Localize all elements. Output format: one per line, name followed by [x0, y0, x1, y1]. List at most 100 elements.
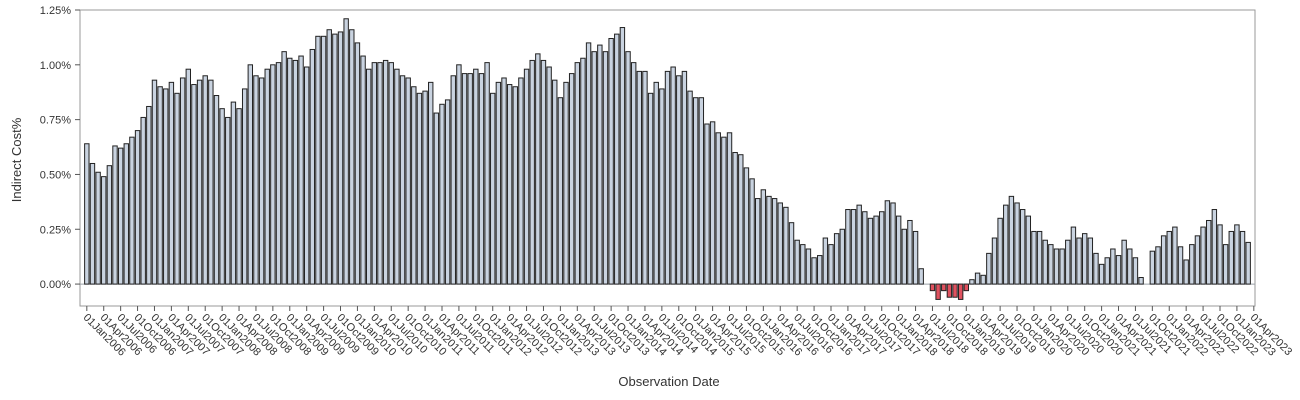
bar: [1087, 237, 1094, 285]
bar: [670, 66, 676, 285]
y-tick-label: 0.50%: [40, 169, 71, 181]
bar: [721, 136, 727, 285]
bar: [1132, 257, 1139, 285]
bar: [535, 53, 541, 285]
bar: [490, 92, 496, 285]
bar: [1008, 195, 1015, 285]
bar: [783, 206, 789, 285]
bar: [777, 202, 783, 285]
bar: [574, 62, 580, 285]
bar: [428, 81, 434, 285]
bar: [974, 272, 981, 285]
bar: [512, 86, 518, 285]
bar: [884, 200, 891, 285]
bar: [822, 237, 829, 285]
bar: [957, 283, 964, 300]
bar: [1206, 219, 1212, 285]
bar: [89, 162, 96, 285]
bar: [1081, 233, 1088, 285]
bar: [134, 130, 141, 285]
bar: [901, 228, 907, 285]
bar: [828, 244, 834, 285]
bar: [185, 68, 192, 285]
bar: [895, 215, 902, 285]
bar: [771, 198, 778, 285]
bar: [540, 59, 547, 285]
bar: [1115, 255, 1122, 285]
bar: [969, 279, 975, 285]
bar: [1200, 226, 1206, 285]
bar: [856, 204, 862, 285]
x-axis: 01Jan200601Apr200601Jul200601Oct200601Ja…: [81, 306, 1294, 359]
bar: [303, 66, 310, 285]
bar: [1042, 239, 1048, 285]
bar: [241, 88, 248, 285]
bar: [918, 268, 924, 285]
bar: [681, 70, 688, 285]
bar: [247, 64, 254, 285]
bar: [253, 75, 259, 285]
bar: [219, 108, 225, 285]
bar: [1070, 226, 1077, 285]
bar: [692, 97, 699, 285]
plot-frame-border: [79, 9, 1256, 307]
bar: [422, 90, 428, 285]
bar: [1098, 263, 1105, 285]
bar: [1104, 257, 1110, 285]
bar: [794, 239, 800, 285]
bar: [991, 237, 998, 285]
bar: [1160, 235, 1167, 285]
bar: [337, 31, 344, 285]
bar: [467, 73, 473, 285]
bar: [597, 44, 603, 285]
bar: [1189, 244, 1195, 285]
bar: [1149, 250, 1156, 285]
bar: [1234, 224, 1240, 285]
bar: [659, 88, 665, 285]
bar: [1138, 277, 1144, 285]
bar: [264, 68, 270, 285]
bar: [811, 257, 817, 285]
bar: [287, 57, 293, 285]
bar: [563, 81, 569, 285]
y-tick-label: 0.25%: [40, 224, 71, 236]
bar: [416, 92, 423, 285]
bar: [715, 132, 721, 285]
bar: [1183, 259, 1189, 285]
bar: [636, 70, 643, 285]
bar: [986, 252, 992, 285]
bar: [298, 55, 304, 285]
bar: [1217, 224, 1223, 285]
bar: [208, 79, 214, 285]
bar: [196, 79, 203, 285]
bar: [354, 42, 361, 285]
bar: [805, 248, 812, 285]
bar: [1172, 226, 1178, 285]
bar: [755, 198, 761, 285]
bar: [495, 81, 502, 285]
bar: [738, 154, 744, 285]
bar: [444, 99, 451, 285]
bar: [1014, 202, 1020, 285]
bar: [946, 283, 953, 298]
bar: [653, 81, 659, 285]
bar: [478, 73, 485, 285]
bar: [326, 29, 332, 285]
y-axis-title: Indirect Cost%: [9, 117, 24, 202]
bar: [614, 33, 620, 285]
bar: [642, 70, 648, 285]
bar: [687, 90, 693, 285]
bar: [591, 51, 597, 285]
bar: [117, 147, 124, 285]
bar: [557, 97, 564, 285]
bar: [394, 68, 400, 285]
bar: [1003, 204, 1009, 285]
y-tick-label: 0.00%: [40, 279, 71, 291]
bar: [743, 167, 750, 285]
bar: [1177, 246, 1184, 285]
bar: [630, 62, 637, 285]
bar: [1222, 244, 1229, 285]
bars: [84, 18, 1251, 300]
bar: [518, 77, 524, 285]
bar: [258, 77, 265, 285]
